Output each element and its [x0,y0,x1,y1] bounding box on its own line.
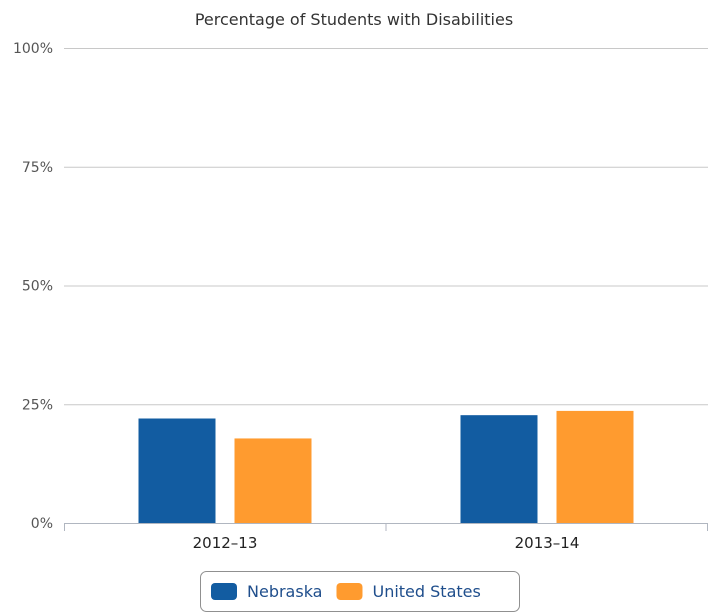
y-tick-label: 0% [31,516,53,532]
y-tick-label: 75% [22,160,53,176]
legend-swatch [336,583,363,600]
bar-nebraska[interactable] [460,415,538,523]
bar-nebraska[interactable] [138,418,216,524]
legend-item-united-states[interactable]: United States [336,582,481,601]
gridlines [64,48,708,524]
bar-united-states[interactable] [234,438,312,523]
bar-united-states[interactable] [556,410,634,523]
y-tick-label: 25% [22,397,53,413]
legend-swatch [211,583,237,600]
x-tick-label: 2013–14 [515,534,580,552]
chart-title: Percentage of Students with Disabilities [195,10,513,29]
legend[interactable]: Nebraska United States [200,571,520,612]
legend-item-nebraska[interactable]: Nebraska [211,582,322,601]
y-tick-label: 100% [13,41,53,57]
x-tick-label: 2012–13 [193,534,258,552]
bars [138,410,634,524]
legend-label: Nebraska [247,582,322,601]
y-axis-ticks: 0% 25% 50% 75% 100% [13,41,53,532]
legend-label: United States [372,582,480,601]
x-axis: 2012–13 2013–14 [64,523,708,552]
y-tick-label: 50% [22,279,53,295]
